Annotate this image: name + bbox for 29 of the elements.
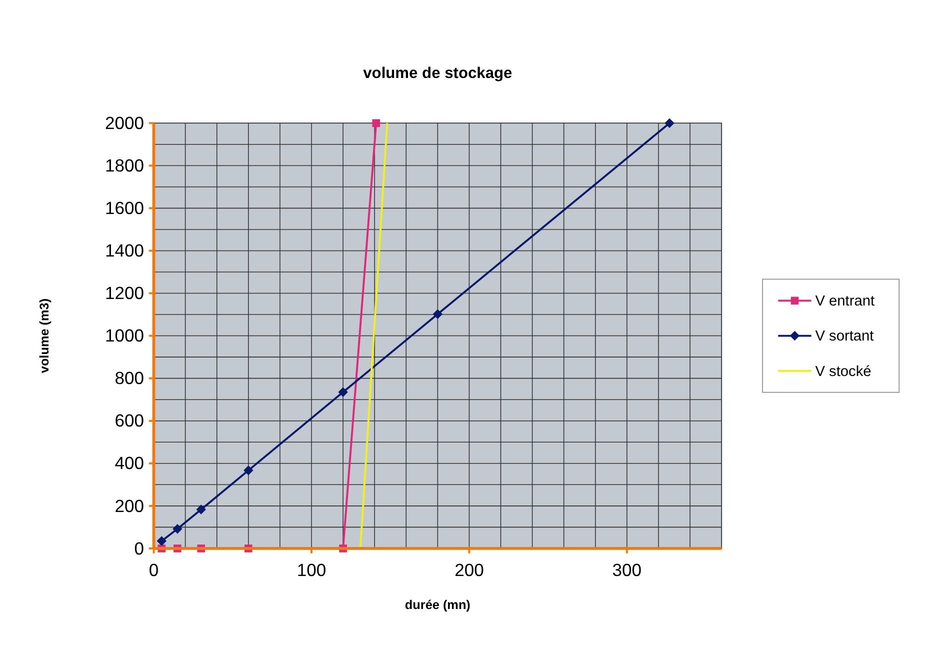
point [156,536,167,546]
y-tick-label: 1000 [104,326,144,346]
point [664,118,674,128]
y-tick-label: 200 [114,496,144,516]
point [196,504,206,514]
y-tick-label: 1800 [104,156,144,176]
y-tick-label: 600 [114,410,144,431]
y-tick-label: 1400 [104,240,144,261]
y-tick-label: 2000 [104,112,144,133]
y-tick-label: 0 [134,538,144,558]
point [244,466,254,476]
x-axis-title: durée (mn) [404,598,470,612]
legend-label: V stocké [815,364,872,380]
y-tick-label: 400 [114,453,144,474]
y-tick-label: 800 [114,368,144,388]
x-tick-label: 100 [296,560,326,580]
y-tick-label: 1600 [104,198,144,218]
y-tick-label: 1200 [104,283,144,304]
legend-label: V entrant [815,294,875,310]
y-axis-title: volume (m3) [37,298,52,374]
point [432,309,443,319]
point [372,119,380,128]
x-tick-label: 300 [612,560,642,580]
x-tick-label: 0 [148,560,159,580]
point [338,387,348,398]
x-tick-label: 200 [454,560,484,580]
chart-title: volume de stockage [363,65,513,82]
point [172,524,182,534]
legend-label: V sortant [815,328,874,345]
